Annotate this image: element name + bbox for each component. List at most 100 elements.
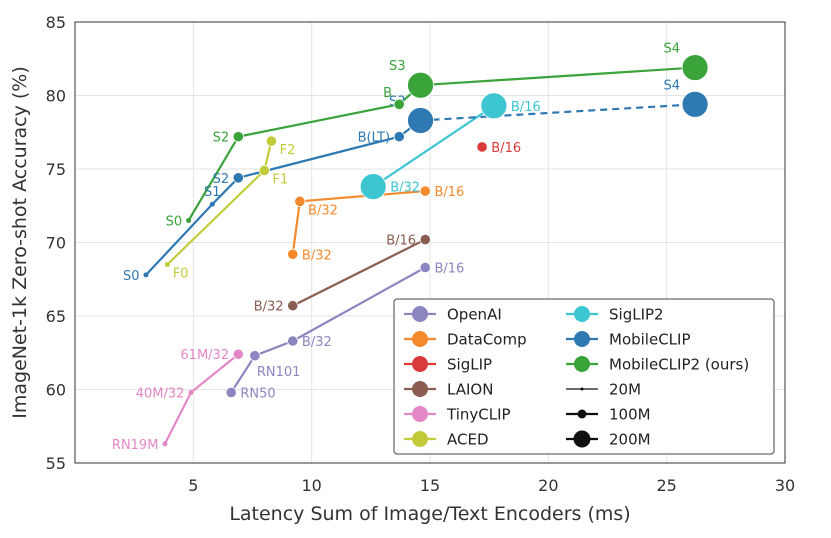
data-point (407, 71, 434, 99)
legend-item: LAION (404, 381, 493, 399)
series-segment (291, 201, 301, 255)
data-point (232, 131, 244, 143)
legend-item: MobileCLIP (566, 331, 691, 349)
series-points: B/32 B/16 (254, 234, 431, 315)
point-label: 61M/32 (180, 348, 229, 363)
series-segment (254, 339, 294, 357)
legend-item: 100M (566, 406, 651, 424)
legend-item: SigLIP2 (566, 306, 664, 324)
x-tick-label: 30 (775, 476, 795, 495)
y-tick-label: 85 (46, 13, 66, 32)
series-segment (299, 189, 426, 203)
data-point (407, 107, 434, 134)
point-label: B/16 (386, 234, 416, 249)
data-point (225, 386, 237, 399)
series-lines (163, 353, 239, 445)
point-label: F0 (173, 267, 189, 282)
series-segment (166, 169, 266, 266)
data-point (393, 98, 405, 110)
point-label: B/16 (491, 141, 521, 156)
y-tick-label: 55 (46, 454, 66, 473)
x-tick-label: 20 (538, 476, 558, 495)
series-points: B/32 B/32 B/16 (287, 185, 464, 263)
series-lines (292, 238, 426, 307)
legend-label: SigLIP (447, 356, 492, 374)
data-point (294, 195, 306, 207)
legend-label: ACED (447, 431, 489, 449)
series-points: S0 S2 B S3 S4 (166, 42, 709, 229)
legend-label: MobileCLIP (609, 331, 691, 349)
data-point (188, 389, 194, 395)
legend-item: TinyCLIP (404, 406, 511, 424)
point-label: 40M/32 (136, 386, 185, 401)
x-tick-label: 15 (420, 476, 440, 495)
series-segment (211, 177, 240, 206)
point-label: B/32 (302, 335, 332, 350)
legend-marker (574, 306, 590, 322)
data-point (162, 441, 168, 447)
data-point (143, 272, 149, 278)
series-segment (372, 104, 495, 188)
point-label: B/16 (434, 261, 464, 276)
legend-label: 100M (609, 406, 651, 424)
series-points: B/32 B/16 (359, 92, 541, 201)
point-label: B (383, 86, 392, 101)
legend-item: MobileCLIP2 (ours) (566, 356, 749, 374)
series-segment (238, 103, 400, 138)
point-label: F1 (273, 172, 289, 187)
data-point (249, 350, 261, 362)
point-label: S0 (123, 269, 140, 284)
point-label: RN101 (257, 365, 301, 380)
plot-frame (74, 21, 786, 464)
y-ticks: 55 60 65 70 75 80 85 (46, 13, 66, 473)
legend-item: DataComp (404, 331, 527, 349)
data-point (480, 92, 508, 120)
y-tick-label: 70 (46, 234, 66, 253)
series-lines (291, 189, 426, 255)
data-point (232, 348, 244, 360)
point-label: B/32 (308, 203, 338, 218)
point-label: S2 (213, 131, 230, 146)
data-point (419, 185, 431, 197)
data-point (419, 233, 431, 246)
legend-label: 20M (609, 381, 641, 399)
legend-item: OpenAI (404, 306, 502, 324)
series-segment (292, 238, 426, 307)
data-point (209, 201, 215, 207)
x-tick-label: 5 (188, 476, 198, 495)
series-segment (190, 353, 239, 394)
series-segment (145, 203, 214, 276)
series-points: B/16 (476, 141, 521, 156)
point-label: F2 (280, 143, 296, 158)
y-tick-label: 60 (46, 381, 66, 400)
point-label: S4 (664, 42, 681, 57)
data-point (393, 131, 405, 143)
data-point (681, 54, 709, 81)
y-axis-title: ImageNet-1k Zero-shot Accuracy (%) (9, 66, 31, 419)
x-tick-label: 25 (656, 476, 676, 495)
series-segment (187, 136, 240, 222)
data-point (232, 172, 244, 184)
legend-label: SigLIP2 (609, 306, 664, 324)
series-lines (166, 140, 273, 266)
legend: OpenAI DataComp SigLIP LAION TinyCLIP ACED Sig… (393, 298, 775, 455)
series-lines (372, 104, 495, 188)
point-label: S1 (204, 185, 221, 200)
legend-marker (412, 331, 428, 347)
data-point (419, 261, 431, 274)
legend-marker (574, 356, 590, 372)
x-ticks: 5 10 15 20 25 30 (188, 476, 795, 495)
legend-item: SigLIP (404, 356, 492, 374)
y-tick-label: 75 (46, 160, 66, 179)
legend-marker (412, 431, 428, 447)
series-points: RN19M 40M/32 61M/32 (112, 348, 244, 453)
legend-item: 200M (566, 430, 651, 449)
legend-marker (573, 430, 591, 448)
legend-marker (412, 306, 428, 322)
point-label: B/32 (302, 248, 332, 263)
point-label: B/32 (254, 300, 284, 315)
x-tick-label: 10 (301, 476, 321, 495)
series-segment (163, 391, 192, 445)
